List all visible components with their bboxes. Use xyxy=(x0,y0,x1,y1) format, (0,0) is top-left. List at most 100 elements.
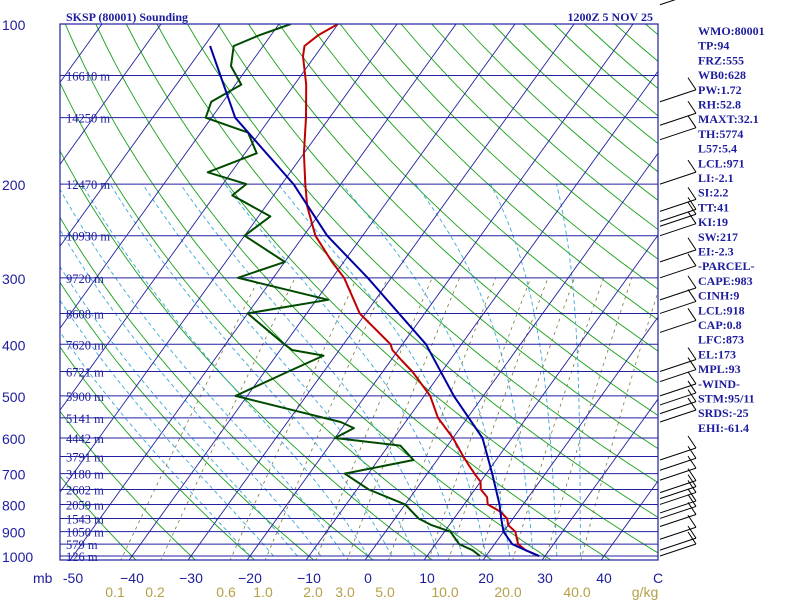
index-value: WMO:80001 xyxy=(698,24,765,38)
wind-barb xyxy=(659,494,697,519)
wind-barb-flag xyxy=(687,531,697,545)
height-label: 579 m xyxy=(66,538,98,552)
pressure-tick-label: 400 xyxy=(2,337,26,353)
wind-barb xyxy=(659,159,697,185)
wind-barb-staff xyxy=(659,223,697,237)
height-label: 6721 m xyxy=(66,366,104,380)
wind-barb-staff xyxy=(659,480,697,494)
dry-adiabat xyxy=(60,475,137,560)
temperature-tick-label: −20 xyxy=(238,570,262,586)
dry-adiabat xyxy=(400,24,658,260)
wind-barb-staff xyxy=(659,383,697,397)
temperature-tick-label: C xyxy=(653,570,663,586)
wind-barb-flag xyxy=(687,77,697,91)
wind-barb-staff xyxy=(659,401,697,415)
temperature-axis: -50 −40 −30 −20 −10 0 10 20 30 40 C xyxy=(63,570,663,586)
index-value: LCL:971 xyxy=(698,156,745,170)
wind-barb-flag xyxy=(687,237,697,251)
wind-barb xyxy=(659,347,697,372)
moist-adiabat xyxy=(142,183,416,557)
mixing-ratio-line xyxy=(512,277,605,560)
height-label: 16610 m xyxy=(66,70,110,84)
height-label: 5141 m xyxy=(66,412,104,426)
wind-barb-flag xyxy=(687,445,697,459)
index-value: L57:5.4 xyxy=(698,142,737,156)
wind-barb xyxy=(659,445,697,471)
moist-adiabat xyxy=(60,188,345,557)
wind-barb-staff xyxy=(659,0,676,6)
height-label: 7620 m xyxy=(66,338,104,352)
wind-barb xyxy=(659,371,697,397)
isotherm xyxy=(60,24,280,329)
temperature-profile xyxy=(302,24,540,557)
isotherm-lines xyxy=(60,24,658,560)
dry-adiabat xyxy=(60,81,493,560)
mixing-ratio-tick-label: 0.1 xyxy=(105,584,125,600)
wind-barb xyxy=(659,525,697,551)
index-value: WB0:628 xyxy=(698,68,746,82)
height-label: 3180 m xyxy=(66,468,104,482)
temperature-tick-label: −40 xyxy=(120,570,144,586)
wind-barbs xyxy=(659,0,697,557)
wind-barb-flag xyxy=(687,397,697,411)
dry-adiabat xyxy=(431,24,658,231)
index-value: CAPE:983 xyxy=(698,274,753,288)
height-label: 9720 m xyxy=(66,272,104,286)
mixing-ratio-tick-label: 0.6 xyxy=(216,584,236,600)
wind-barb-staff xyxy=(659,265,697,279)
height-label: 2602 m xyxy=(66,484,104,498)
mixing-ratio-line xyxy=(544,277,633,560)
moist-adiabat xyxy=(60,331,251,557)
index-value: CAP:0.8 xyxy=(698,318,742,332)
index-value: LCL:918 xyxy=(698,303,745,317)
dry-adiabat xyxy=(60,346,256,560)
mixing-ratio-tick-label: 5.0 xyxy=(375,584,395,600)
pressure-tick-label: 600 xyxy=(2,431,26,447)
index-value: SI:2.2 xyxy=(698,186,728,200)
index-value: TT:41 xyxy=(698,200,729,214)
temperature-tick-label: 20 xyxy=(478,570,494,586)
wind-barb xyxy=(659,289,697,314)
wind-barb-staff xyxy=(659,467,697,481)
moist-adiabat xyxy=(341,183,511,557)
sounding-indices: WMO:80001TP:94FRZ:555WB0:628PW:1.72RH:52… xyxy=(698,24,765,435)
wind-barb-flag xyxy=(687,197,697,210)
sounding-profiles xyxy=(204,24,540,557)
moist-adiabat xyxy=(180,183,440,557)
wind-barb xyxy=(659,389,697,415)
wind-barb-staff xyxy=(659,537,697,551)
height-label: 12470 m xyxy=(66,178,110,192)
mixing-ratio-line xyxy=(160,277,296,560)
wind-barb-staff xyxy=(659,89,697,103)
height-label: 2059 m xyxy=(66,498,104,512)
wind-barb-flag xyxy=(687,514,697,528)
wind-barb xyxy=(659,397,697,423)
isotherm xyxy=(69,24,457,560)
wind-barb xyxy=(659,115,697,141)
temperature-tick-label: -50 xyxy=(63,570,83,586)
dry-adiabat xyxy=(60,281,315,560)
wind-barb-flag xyxy=(687,494,697,507)
index-value: -WIND- xyxy=(698,377,740,391)
wind-barb-staff xyxy=(659,300,697,314)
index-value: PW:1.72 xyxy=(698,83,742,97)
wind-barb-flag xyxy=(687,435,697,449)
height-label: 1543 m xyxy=(66,512,104,526)
isotherm xyxy=(246,24,634,560)
moist-adiabat xyxy=(60,299,274,557)
moist-adiabat xyxy=(60,265,298,557)
wind-barb-flag xyxy=(687,480,697,493)
wind-barb xyxy=(659,357,697,383)
dry-adiabat xyxy=(95,24,612,560)
temperature-tick-label: 30 xyxy=(537,570,553,586)
wind-barb xyxy=(659,480,697,505)
isotherm xyxy=(60,24,221,248)
isotherm xyxy=(482,316,658,560)
sounding-title: SKSP (80001) Sounding xyxy=(66,10,188,24)
dry-adiabat xyxy=(370,24,658,290)
pressure-tick-label: 100 xyxy=(2,17,26,33)
plot-frame xyxy=(59,23,659,561)
height-label: 1050 m xyxy=(66,526,104,540)
index-value: RH:52.8 xyxy=(698,98,741,112)
wind-barb-flag xyxy=(687,201,697,215)
